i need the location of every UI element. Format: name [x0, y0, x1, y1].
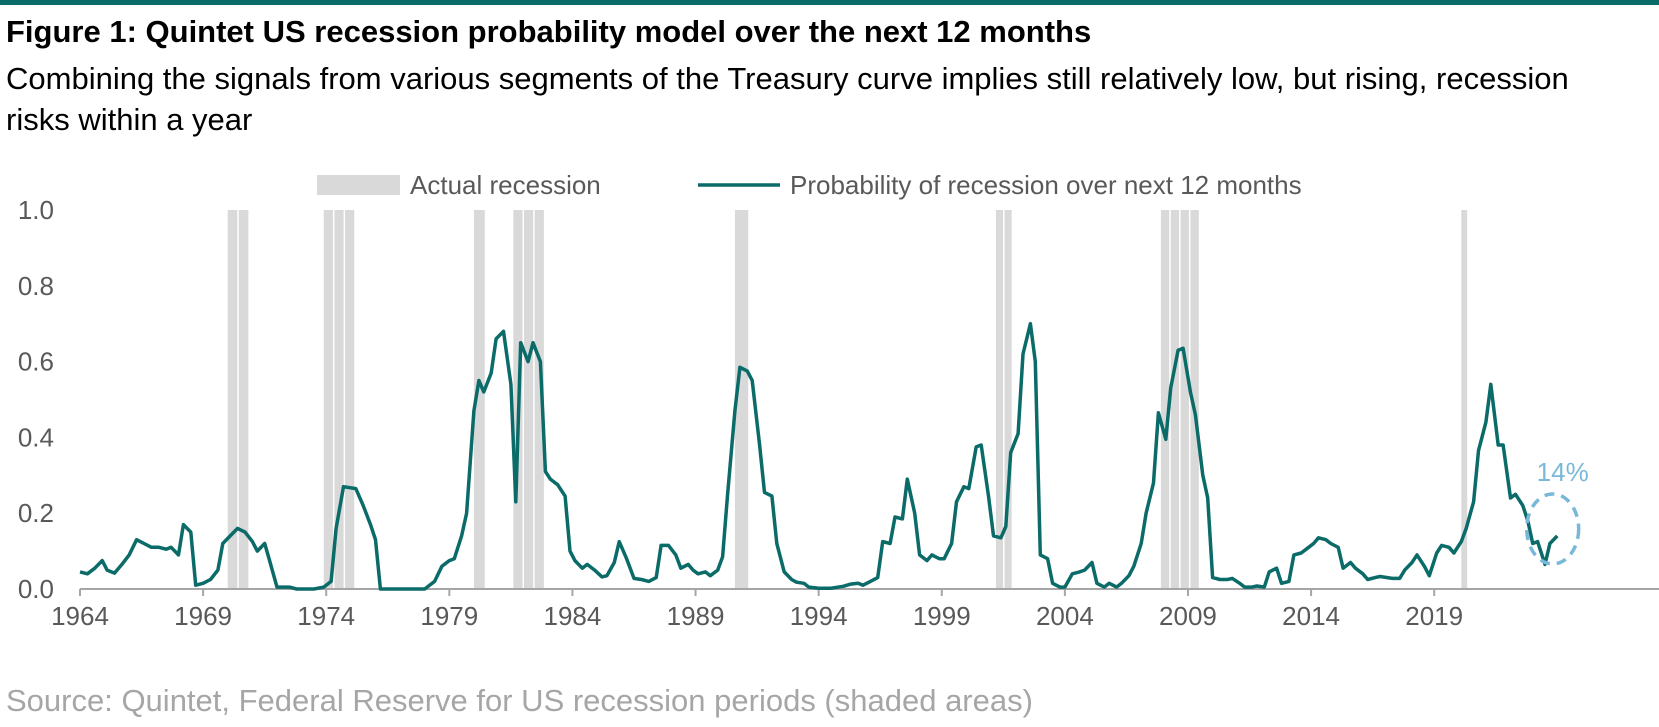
annotation-14pct: 14%	[1524, 457, 1589, 566]
legend-line-label: Probability of recession over next 12 mo…	[790, 170, 1302, 200]
x-tick-label: 1964	[51, 601, 109, 631]
legend-recession-label: Actual recession	[410, 170, 601, 200]
y-tick-label: 0.6	[18, 347, 54, 377]
recession-band-6	[1004, 210, 1012, 589]
recession-band-5	[734, 210, 749, 589]
y-tick-label: 1.0	[18, 195, 54, 225]
recession-band-7	[1190, 210, 1199, 589]
recession-band-7	[1180, 210, 1189, 589]
top-rule	[0, 0, 1659, 5]
recession-bands	[227, 210, 1468, 589]
x-tick-label: 2019	[1405, 601, 1463, 631]
chart-subtitle: Combining the signals from various segme…	[6, 61, 1569, 137]
x-tick-label: 1999	[913, 601, 971, 631]
recession-band-7	[1170, 210, 1180, 589]
x-tick-label: 1989	[667, 601, 725, 631]
annotation-circle	[1524, 492, 1581, 566]
x-tick-label: 1979	[420, 601, 478, 631]
recession-probability-chart: 0.00.20.40.60.81.0 1964 1969 1974 1979 1984 1…	[18, 170, 1659, 631]
recession-band-2	[334, 210, 344, 589]
recession-band-6	[995, 210, 1004, 589]
legend-recession-swatch	[317, 175, 400, 195]
annotation-label: 14%	[1537, 457, 1589, 487]
recession-band-2	[323, 210, 333, 589]
y-tick-label: 0.0	[18, 574, 54, 604]
recession-band-3	[473, 210, 485, 589]
recession-band-4	[534, 210, 544, 589]
recession-band-2	[345, 210, 355, 589]
recession-band-1	[227, 210, 238, 589]
x-tick-label: 2014	[1282, 601, 1340, 631]
y-tick-label: 0.8	[18, 271, 54, 301]
chart-title: Figure 1: Quintet US recession probabili…	[6, 14, 1092, 49]
recession-band-1	[238, 210, 249, 589]
x-axis: 1964 1969 1974 1979 1984 1989 1994 1999 2004 2009…	[51, 588, 1659, 631]
y-tick-label: 0.4	[18, 422, 54, 452]
x-tick-label: 1969	[174, 601, 232, 631]
recession-band-8	[1461, 210, 1468, 589]
x-tick-label: 1984	[544, 601, 602, 631]
y-axis-ticks: 0.0 0.2 0.4 0.6 0.8 1.0	[18, 195, 54, 604]
source-note: Source: Quintet, Federal Reserve for US …	[6, 683, 1033, 718]
x-tick-label: 2009	[1159, 601, 1217, 631]
y-tick-label: 0.2	[18, 498, 54, 528]
recession-band-7	[1160, 210, 1170, 589]
probability-line	[79, 321, 1559, 591]
x-tick-label: 1974	[297, 601, 355, 631]
x-tick-label: 1994	[790, 601, 848, 631]
x-tick-label: 2004	[1036, 601, 1094, 631]
legend: Actual recession Probability of recession…	[317, 170, 1302, 200]
recession-band-4	[524, 210, 534, 589]
